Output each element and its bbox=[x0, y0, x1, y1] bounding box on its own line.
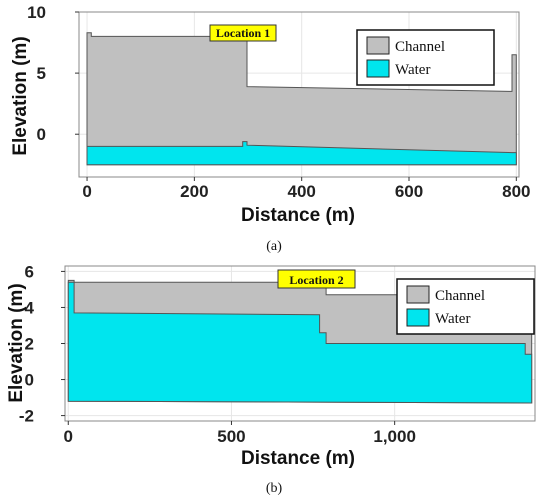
y-tick-label-0: -2 bbox=[19, 407, 34, 426]
x-axis-title: Distance (m) bbox=[241, 448, 355, 469]
location-box bbox=[277, 269, 356, 289]
y-tick-label-4: 6 bbox=[25, 262, 34, 281]
legend-label-channel: Channel bbox=[435, 288, 485, 304]
x-tick-label-1: 500 bbox=[217, 427, 245, 446]
chart-1: 0 200 400 600 800 0 5 10 Distance (m) Elevation (… bbox=[10, 3, 531, 254]
location-label: Location 1 bbox=[216, 26, 270, 40]
caption: (a) bbox=[266, 239, 282, 254]
y-tick-label-2: 2 bbox=[25, 335, 34, 354]
location-label: Location 2 bbox=[289, 273, 343, 287]
chart-2: 0 500 1,000 -2 0 2 4 6 Distance (m) Elevation (m)… bbox=[6, 262, 536, 496]
x-tick-label-4: 800 bbox=[502, 182, 530, 201]
legend-label-water: Water bbox=[435, 311, 470, 327]
y-axis-title: Elevation (m) bbox=[10, 36, 31, 155]
legend-swatch-channel bbox=[406, 285, 430, 304]
legend-label-channel: Channel bbox=[395, 39, 445, 55]
legend-swatch-channel bbox=[366, 36, 390, 55]
legend-swatch-water bbox=[406, 308, 430, 327]
y-tick-label-1: 5 bbox=[37, 64, 46, 83]
x-tick-label-2: 400 bbox=[287, 182, 315, 201]
series-water-area bbox=[67, 281, 533, 404]
x-tick-label-2: 1,000 bbox=[373, 427, 416, 446]
location-annotation: Location 1 bbox=[209, 24, 277, 42]
y-tick-label-0: 0 bbox=[37, 125, 46, 144]
y-axis-title: Elevation (m) bbox=[6, 283, 27, 402]
y-tick-label-3: 4 bbox=[25, 298, 35, 317]
x-tick-label-0: 0 bbox=[82, 182, 91, 201]
plot-frame bbox=[78, 11, 520, 178]
x-tick-label-0: 0 bbox=[64, 427, 73, 446]
x-tick-label-1: 200 bbox=[180, 182, 208, 201]
legend-label-water: Water bbox=[395, 62, 430, 78]
location-box bbox=[209, 24, 277, 42]
y-tick-label-2: 10 bbox=[27, 3, 46, 22]
location-annotation: Location 2 bbox=[277, 269, 356, 289]
x-tick-label-3: 600 bbox=[395, 182, 423, 201]
caption: (b) bbox=[266, 481, 283, 496]
legend: Channel Water bbox=[396, 278, 535, 335]
y-tick-label-1: 0 bbox=[25, 371, 34, 390]
legend: Channel Water bbox=[356, 29, 495, 86]
legend-swatch-water bbox=[366, 59, 390, 78]
x-axis-title: Distance (m) bbox=[241, 205, 355, 226]
series-water-area bbox=[86, 141, 517, 166]
